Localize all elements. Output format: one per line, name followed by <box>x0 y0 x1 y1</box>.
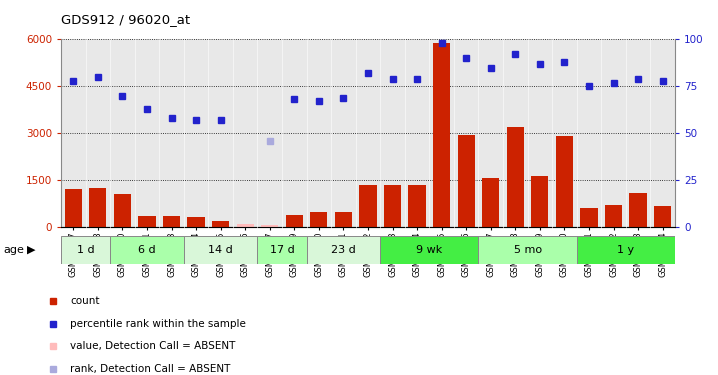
Text: rank, Detection Call = ABSENT: rank, Detection Call = ABSENT <box>70 364 230 374</box>
Text: percentile rank within the sample: percentile rank within the sample <box>70 319 246 329</box>
Bar <box>457 135 475 227</box>
Text: count: count <box>70 296 100 306</box>
Bar <box>381 236 478 264</box>
Bar <box>577 236 675 264</box>
Bar <box>335 212 352 227</box>
Text: 5 mo: 5 mo <box>513 245 541 255</box>
Bar <box>261 225 279 227</box>
Bar <box>163 216 180 227</box>
Text: 23 d: 23 d <box>331 245 356 255</box>
Text: value, Detection Call = ABSENT: value, Detection Call = ABSENT <box>70 341 236 351</box>
Bar <box>187 217 205 227</box>
Bar <box>258 236 307 264</box>
Text: GDS912 / 96020_at: GDS912 / 96020_at <box>61 13 190 26</box>
Bar <box>114 194 131 227</box>
Bar <box>89 188 106 227</box>
Bar <box>507 127 524 227</box>
Bar <box>360 185 376 227</box>
Bar <box>65 189 82 227</box>
Bar <box>310 212 327 227</box>
Bar <box>433 42 450 227</box>
Text: age: age <box>4 245 24 255</box>
Bar <box>531 176 549 227</box>
Bar <box>630 193 647 227</box>
Bar <box>139 216 156 227</box>
Text: 14 d: 14 d <box>208 245 233 255</box>
Text: 9 wk: 9 wk <box>416 245 442 255</box>
Bar <box>286 215 303 227</box>
Bar <box>478 236 577 264</box>
Bar <box>384 185 401 227</box>
Bar <box>654 206 671 227</box>
Bar <box>110 236 184 264</box>
Text: 1 y: 1 y <box>617 245 635 255</box>
Bar <box>61 236 110 264</box>
Bar <box>580 208 597 227</box>
Bar <box>605 206 622 227</box>
Bar <box>409 185 426 227</box>
Bar <box>307 236 381 264</box>
Text: 1 d: 1 d <box>77 245 94 255</box>
Bar <box>556 136 573 227</box>
Text: 17 d: 17 d <box>270 245 294 255</box>
Text: 6 d: 6 d <box>138 245 156 255</box>
Bar <box>212 221 229 227</box>
Bar <box>237 224 253 227</box>
Text: ▶: ▶ <box>27 245 36 255</box>
Bar <box>184 236 258 264</box>
Bar <box>482 177 499 227</box>
